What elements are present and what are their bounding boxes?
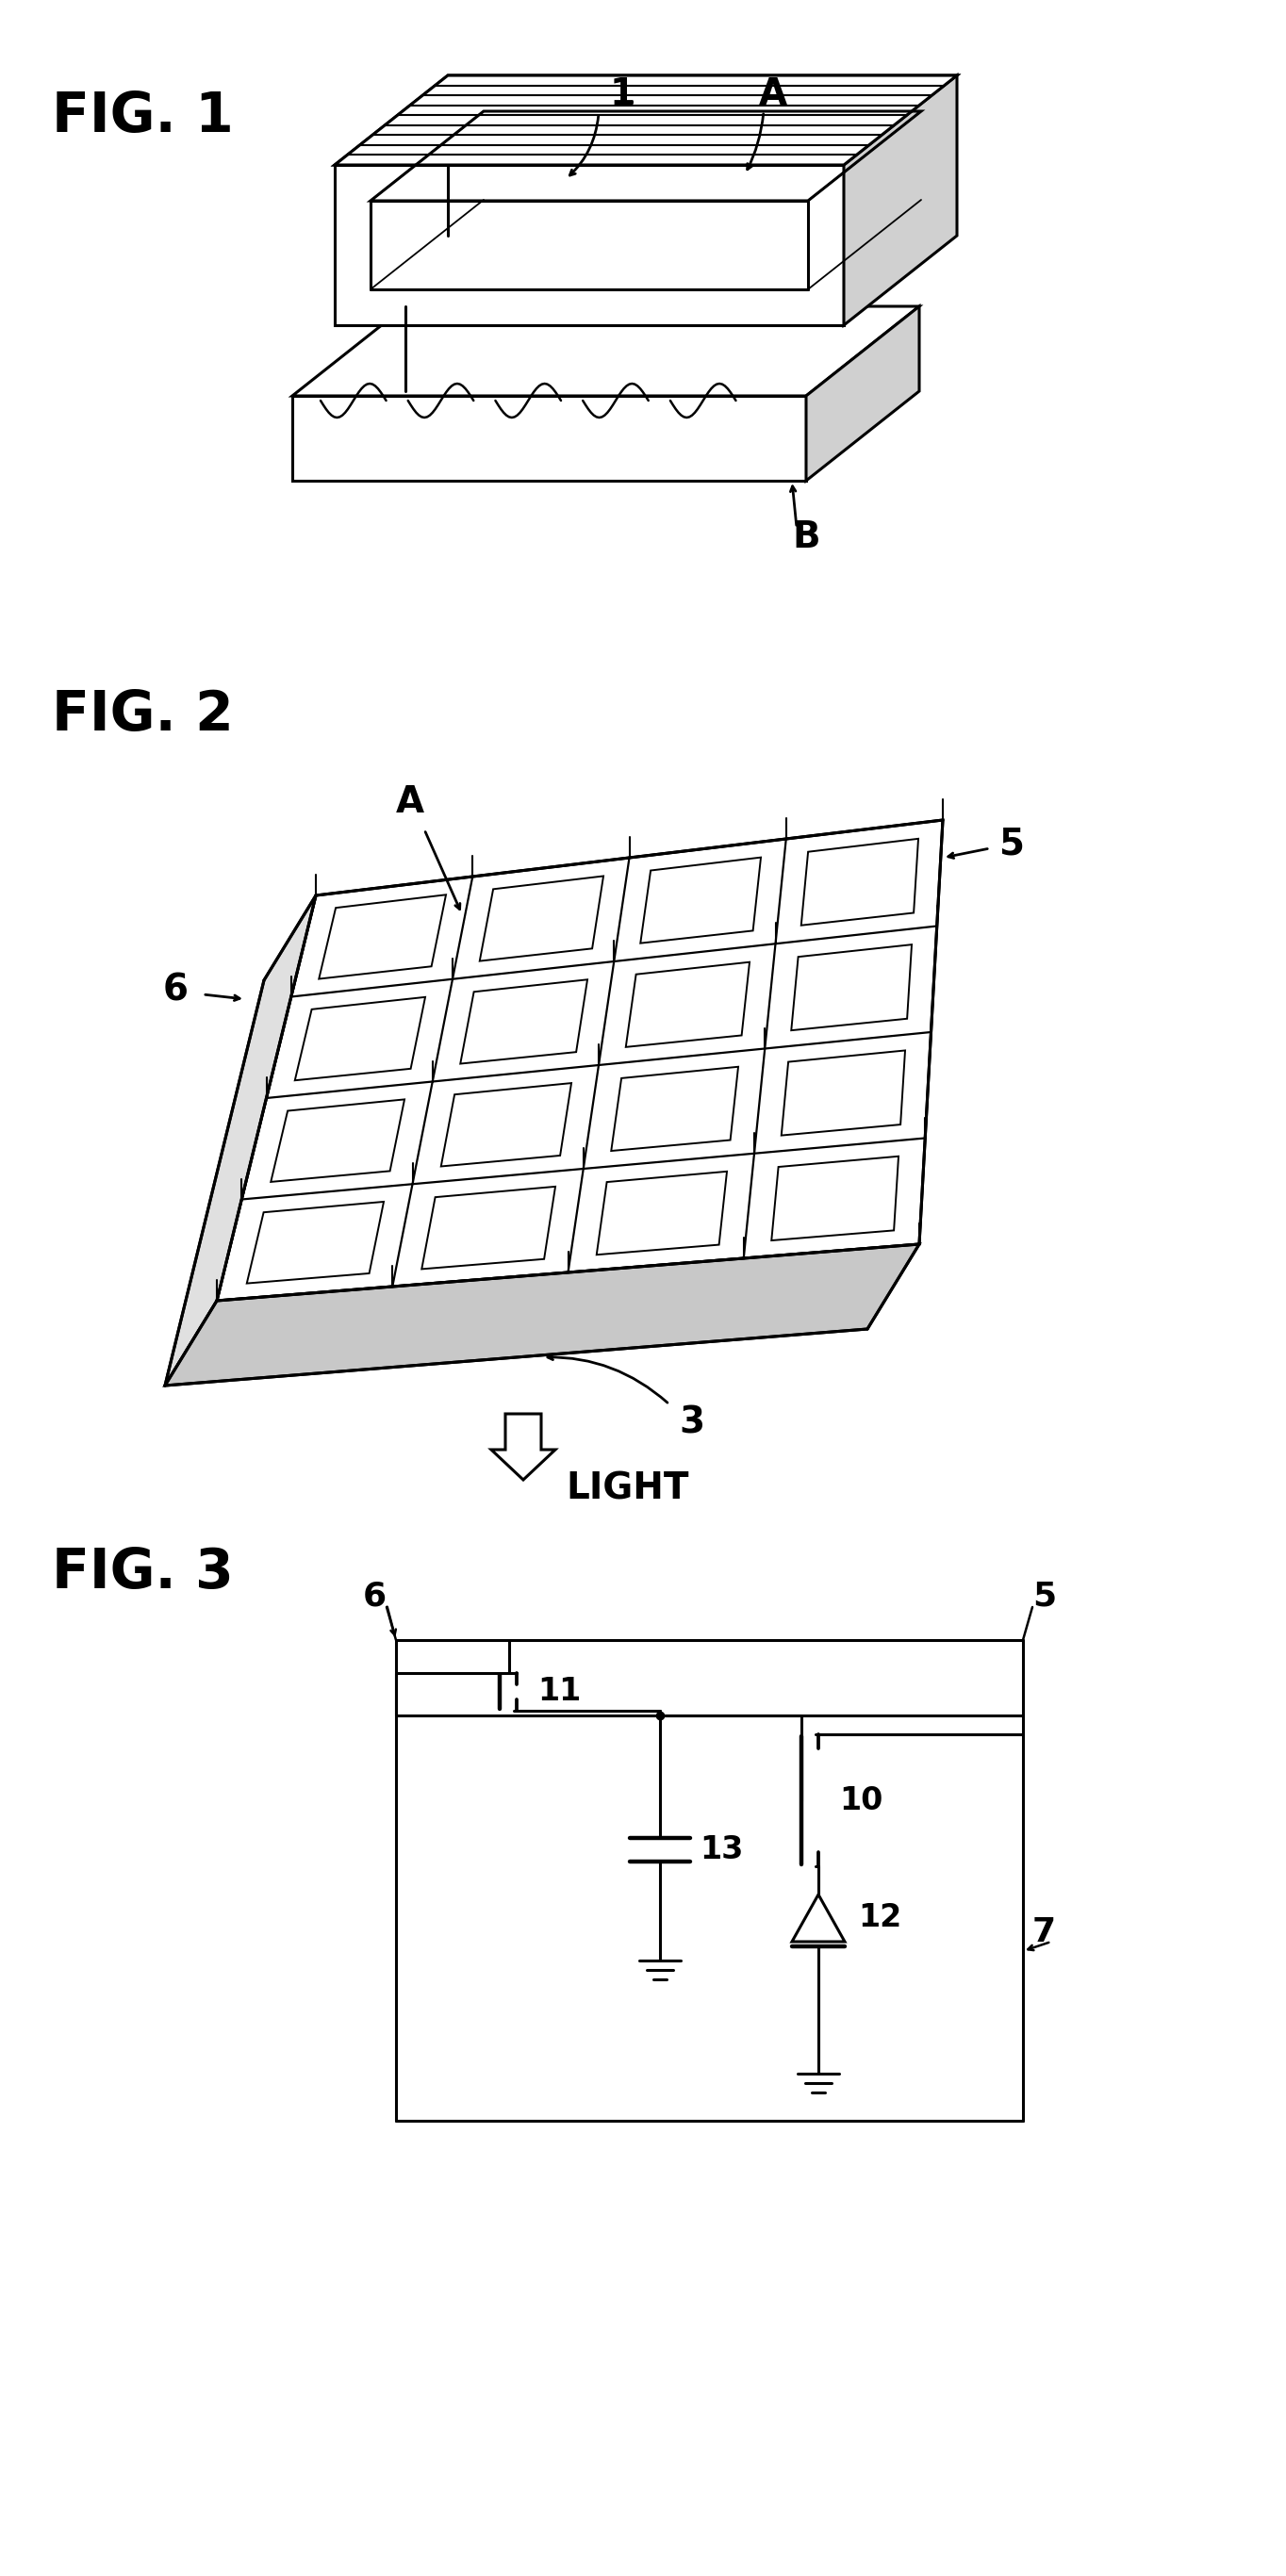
Polygon shape xyxy=(782,1051,905,1136)
Text: 3: 3 xyxy=(679,1404,705,1440)
Polygon shape xyxy=(791,945,912,1030)
Text: FIG. 2: FIG. 2 xyxy=(51,688,234,742)
Polygon shape xyxy=(334,75,957,165)
Polygon shape xyxy=(844,75,957,325)
Polygon shape xyxy=(611,1066,738,1151)
Polygon shape xyxy=(480,876,603,961)
Polygon shape xyxy=(441,1082,571,1167)
Text: 10: 10 xyxy=(838,1785,882,1816)
Polygon shape xyxy=(217,819,943,1301)
Polygon shape xyxy=(806,307,919,482)
Polygon shape xyxy=(460,979,588,1064)
Polygon shape xyxy=(294,997,426,1079)
Polygon shape xyxy=(422,1188,556,1270)
Polygon shape xyxy=(772,1157,899,1242)
Polygon shape xyxy=(247,1203,383,1283)
Polygon shape xyxy=(165,1244,919,1386)
Text: LIGHT: LIGHT xyxy=(566,1471,689,1507)
Text: 7: 7 xyxy=(1033,1917,1056,1947)
Text: 12: 12 xyxy=(858,1904,901,1935)
FancyArrow shape xyxy=(491,1414,556,1479)
Text: 5: 5 xyxy=(999,827,1025,860)
Polygon shape xyxy=(165,896,316,1386)
Text: 1: 1 xyxy=(610,77,635,113)
Polygon shape xyxy=(801,840,918,925)
Polygon shape xyxy=(271,1100,405,1182)
Text: FIG. 3: FIG. 3 xyxy=(51,1546,234,1600)
Polygon shape xyxy=(319,894,446,979)
Text: A: A xyxy=(396,783,424,819)
Polygon shape xyxy=(640,858,761,943)
Text: 13: 13 xyxy=(700,1834,743,1865)
Text: B: B xyxy=(792,520,820,556)
Polygon shape xyxy=(334,165,844,325)
Text: FIG. 1: FIG. 1 xyxy=(51,90,234,144)
Polygon shape xyxy=(292,307,919,397)
Text: 6: 6 xyxy=(363,1579,387,1613)
Polygon shape xyxy=(334,75,957,165)
Polygon shape xyxy=(792,1893,845,1942)
Polygon shape xyxy=(292,397,806,482)
Text: 11: 11 xyxy=(538,1677,581,1708)
Polygon shape xyxy=(626,961,750,1046)
Text: A: A xyxy=(759,77,787,113)
Polygon shape xyxy=(597,1172,727,1255)
Text: 5: 5 xyxy=(1033,1579,1056,1613)
Text: 6: 6 xyxy=(163,971,189,1007)
